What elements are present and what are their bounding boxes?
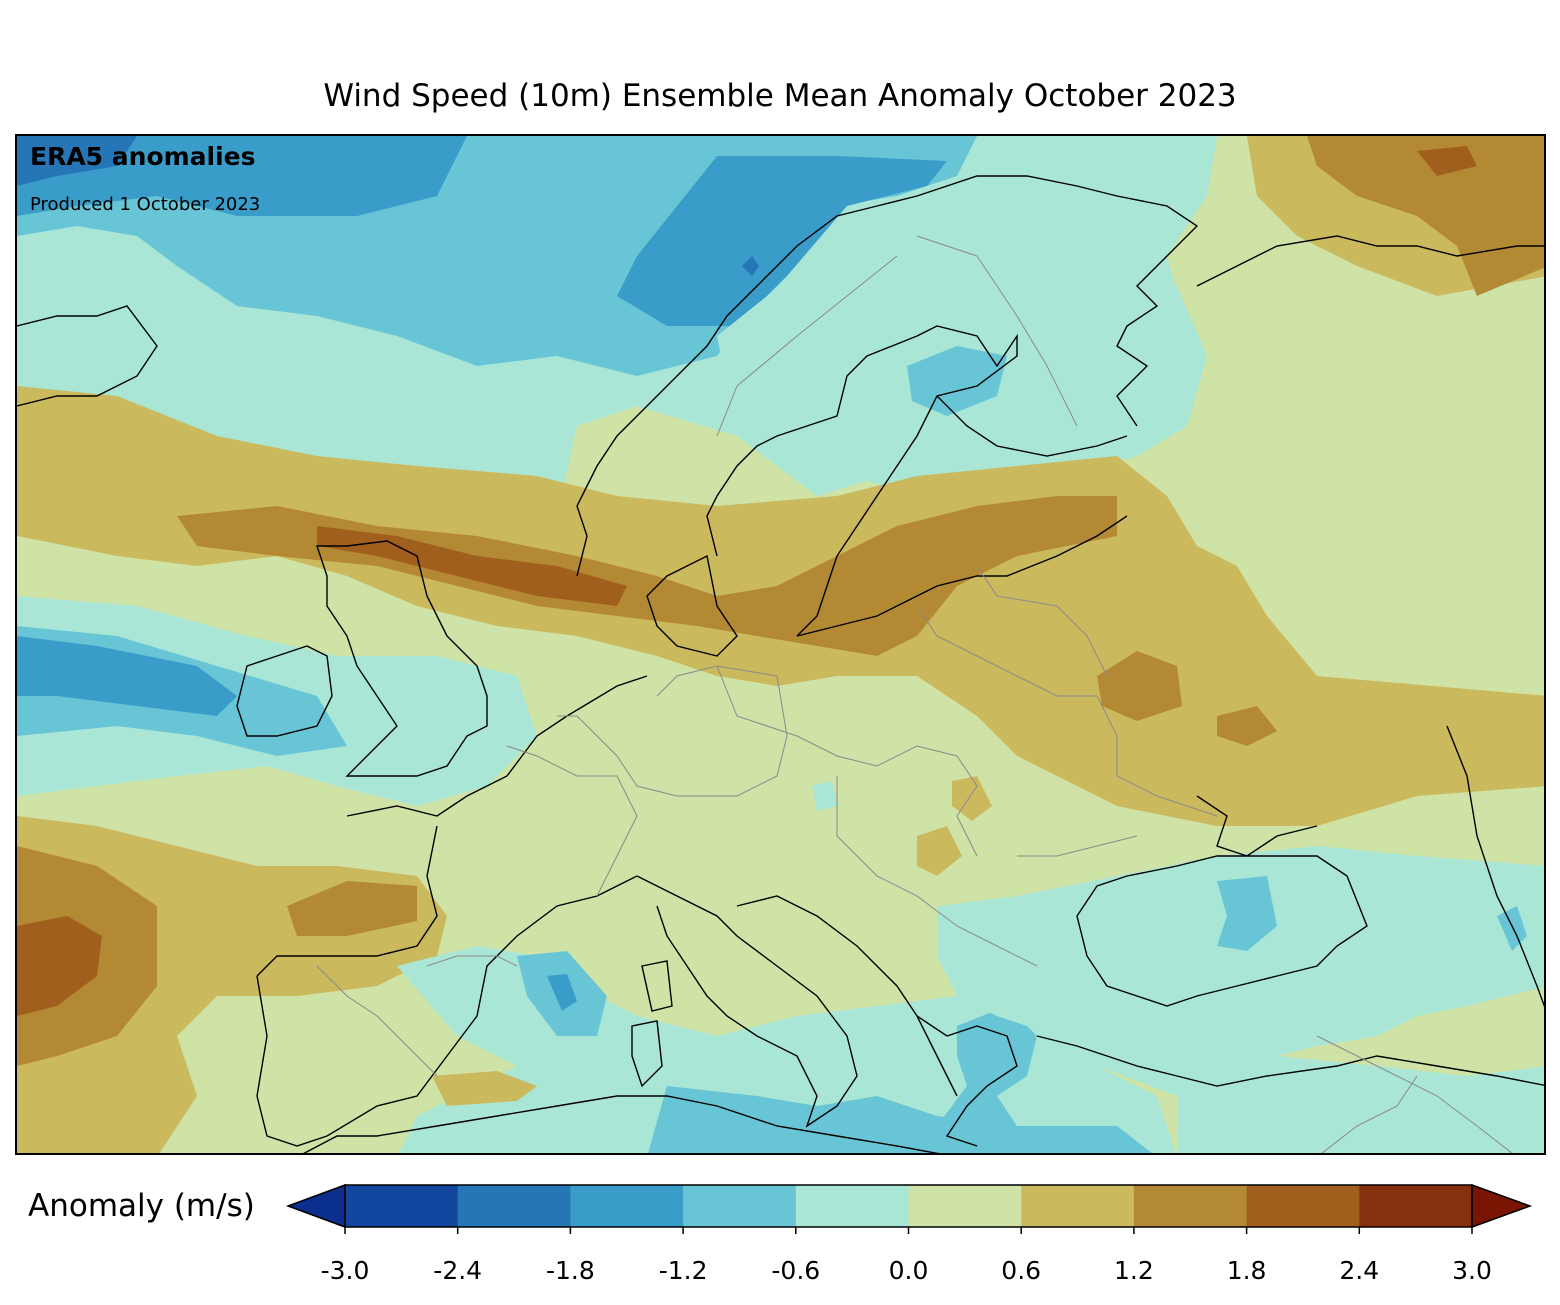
coast-france bbox=[346, 675, 648, 817]
field-pos-1.2-belarus bbox=[1097, 651, 1182, 721]
colorbar-segment bbox=[1246, 1185, 1360, 1227]
colorbar-segment bbox=[908, 1185, 1022, 1227]
coast-russia-north bbox=[1196, 235, 1544, 287]
field-neg-1.2-bothnia bbox=[907, 346, 1007, 416]
field-neg-1.2-crimea bbox=[1217, 876, 1277, 951]
coast-finland bbox=[936, 395, 1128, 457]
coast-iceland bbox=[17, 305, 158, 407]
field-neg-1.8-gulf bbox=[547, 974, 577, 1011]
field-neg-1.8-norway bbox=[617, 156, 947, 326]
colorbar-tick-label: -1.8 bbox=[546, 1256, 595, 1285]
coast-greece bbox=[916, 1015, 1018, 1147]
colorbar-segment bbox=[1133, 1185, 1248, 1227]
field-pos-0.6-spain bbox=[432, 1071, 537, 1106]
coast-africa bbox=[303, 1095, 940, 1153]
coast-scandinavia bbox=[576, 175, 1199, 577]
field-pos-0.6-balkan bbox=[917, 826, 962, 876]
colorbar-segment bbox=[345, 1185, 459, 1227]
field-neg-0.6-turkey bbox=[1177, 1036, 1544, 1153]
colorbar-tick-label: 1.8 bbox=[1226, 1256, 1267, 1285]
field-neg-0.6-alps bbox=[812, 781, 837, 811]
colorbar-segment bbox=[1359, 1185, 1473, 1227]
field-neg-2.4-spot bbox=[742, 256, 759, 276]
colorbar-label: Anomaly (m/s) bbox=[28, 1188, 255, 1224]
field-neg-1.8-north bbox=[17, 136, 467, 216]
coast-turkey bbox=[1036, 1035, 1544, 1087]
coast-corsica bbox=[641, 960, 673, 1012]
overlay-produced-date: Produced 1 October 2023 bbox=[30, 194, 261, 215]
field-neg-1.2-caspian bbox=[1497, 906, 1527, 951]
coast-denmark bbox=[646, 554, 738, 657]
colorbar-segment bbox=[457, 1185, 571, 1227]
colorbar-tick-label: -1.2 bbox=[658, 1256, 708, 1285]
field-pos-1.8-northeast bbox=[1417, 146, 1477, 176]
colorbar-tick-label: 1.2 bbox=[1114, 1256, 1154, 1285]
colorbar-tick-label: -2.4 bbox=[433, 1256, 483, 1285]
coastlines bbox=[17, 175, 1544, 1153]
map-panel bbox=[15, 134, 1546, 1155]
field-pos-1.2-ukraine bbox=[1217, 706, 1277, 746]
colorbar-segment bbox=[570, 1185, 684, 1227]
overlay-heading: ERA5 anomalies bbox=[30, 142, 256, 171]
coast-italy bbox=[636, 875, 858, 1128]
coast-adriatic bbox=[736, 895, 958, 1097]
colorbar-segment bbox=[1021, 1185, 1135, 1227]
field-pos-1.8-band bbox=[317, 526, 627, 606]
colorbar bbox=[285, 1183, 1533, 1234]
field-neg-1.2-aegean bbox=[937, 1006, 1037, 1146]
coast-caspian bbox=[1446, 725, 1544, 1008]
anomaly-field bbox=[17, 136, 1544, 1153]
field-pos-1.2-northeast bbox=[1307, 136, 1544, 296]
coast-baltic bbox=[796, 515, 1128, 637]
coast-iberia bbox=[256, 875, 638, 1147]
colorbar-extend-over bbox=[1471, 1183, 1533, 1229]
coast-biscay bbox=[256, 825, 438, 977]
colorbar-tick-label: -3.0 bbox=[320, 1256, 370, 1285]
colorbar-extend-under bbox=[285, 1183, 346, 1229]
coast-gb bbox=[316, 540, 488, 777]
colorbar-segment bbox=[683, 1185, 797, 1227]
colorbar-tick-label: 3.0 bbox=[1452, 1256, 1492, 1285]
field-neg-1.2-south bbox=[648, 1086, 1152, 1153]
colorbar-segment bbox=[795, 1185, 909, 1227]
coast-azov bbox=[1196, 795, 1318, 857]
field-neg-0.6-blacksea bbox=[937, 846, 1544, 1096]
colorbar-tick-label: -0.6 bbox=[771, 1256, 821, 1285]
coast-blacksea bbox=[1076, 855, 1368, 1007]
coast-ireland bbox=[236, 645, 333, 737]
field-pos-1.2-band bbox=[177, 496, 1117, 656]
field-neg-2.4-north bbox=[17, 136, 137, 186]
field-neg-1.8-uk bbox=[17, 636, 237, 716]
colorbar-tick-label: 2.4 bbox=[1339, 1256, 1380, 1285]
country-borders bbox=[316, 235, 1513, 1153]
colorbar-tick-label: 0.6 bbox=[1001, 1256, 1042, 1285]
chart-title: Wind Speed (10m) Ensemble Mean Anomaly O… bbox=[323, 78, 1237, 114]
coast-sweden bbox=[706, 325, 1018, 637]
coast-sardinia bbox=[631, 1020, 663, 1088]
field-pos-1.8-iberia bbox=[17, 916, 102, 1016]
colorbar-tick-label: 0.0 bbox=[888, 1256, 929, 1285]
field-pos-1.2-biscay bbox=[287, 881, 417, 936]
field-pos-0.6-hungary bbox=[952, 776, 992, 821]
